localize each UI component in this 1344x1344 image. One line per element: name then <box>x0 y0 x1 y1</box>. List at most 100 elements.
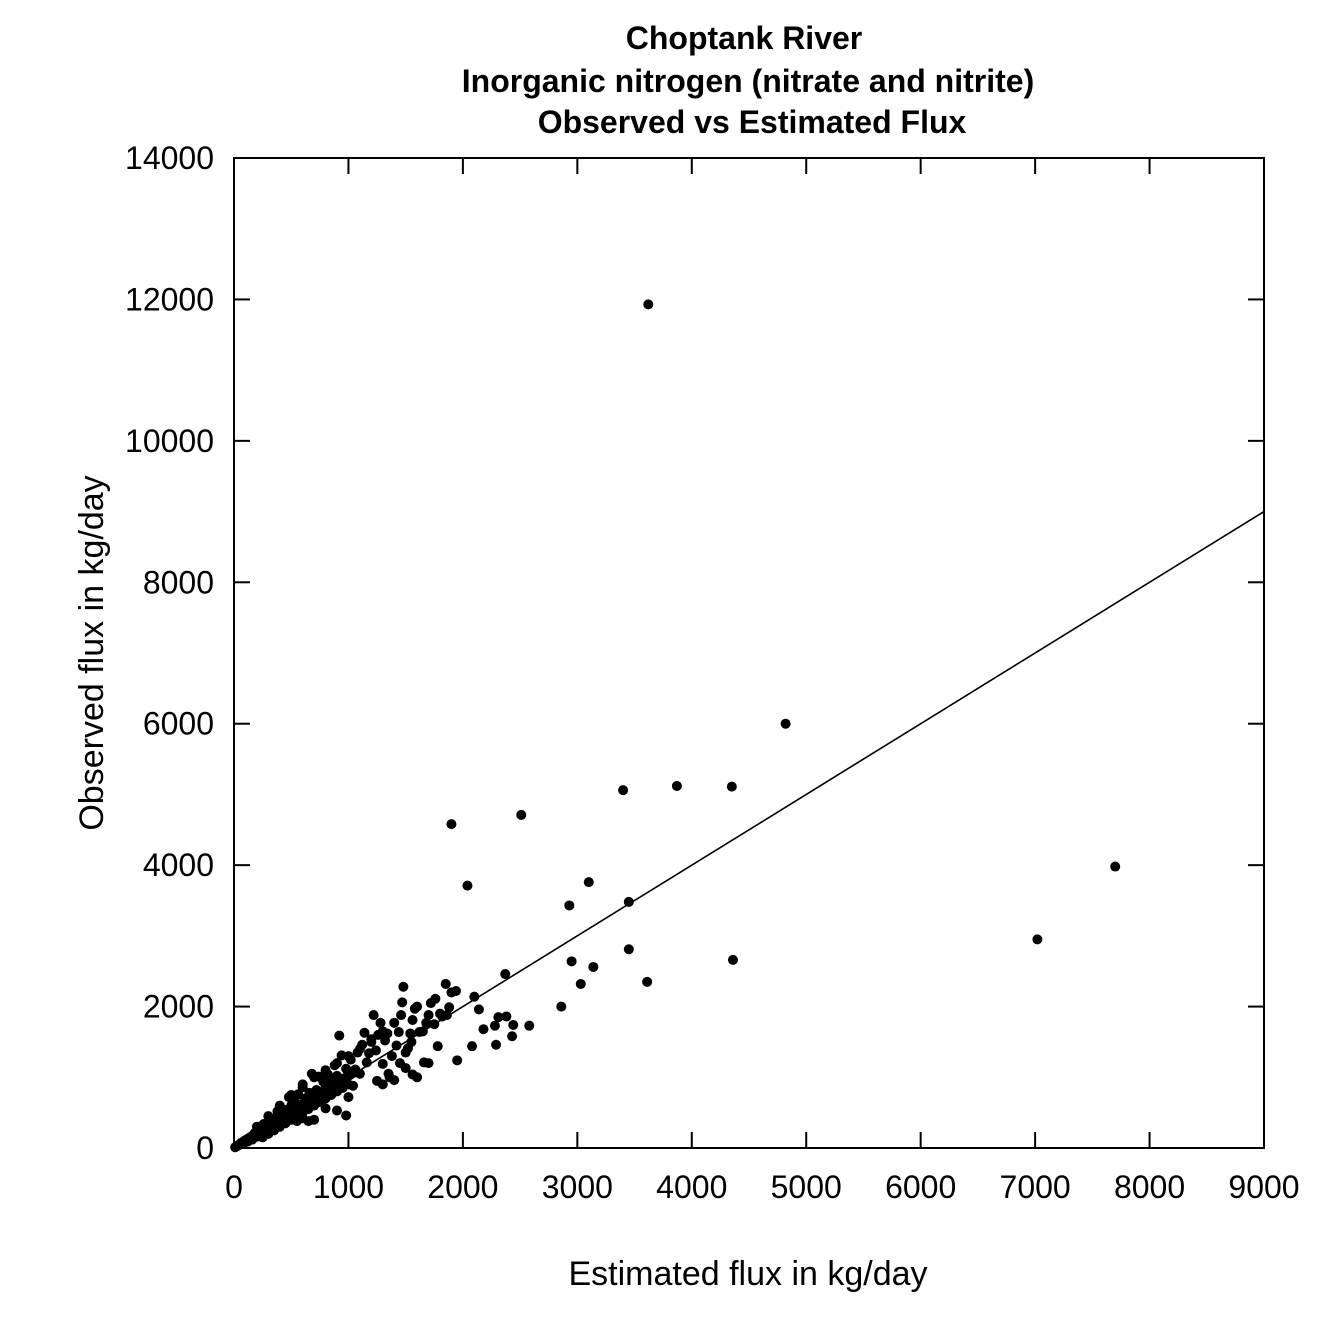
data-point <box>425 998 436 1009</box>
data-point <box>618 785 629 796</box>
x-tick-label: 4000 <box>656 1169 727 1205</box>
data-point <box>432 1041 443 1052</box>
y-tick-label: 10000 <box>125 423 214 459</box>
data-point <box>446 819 457 830</box>
data-point <box>394 1058 405 1069</box>
data-point <box>251 1121 262 1132</box>
data-point <box>440 978 451 989</box>
data-point <box>341 1110 352 1121</box>
data-point <box>462 880 473 891</box>
data-point <box>398 981 409 992</box>
data-point <box>343 1092 354 1103</box>
x-tick-label: 2000 <box>427 1169 498 1205</box>
data-point <box>397 997 408 1008</box>
data-point <box>423 1010 434 1021</box>
data-point <box>727 954 738 965</box>
plot-frame <box>233 157 1265 1149</box>
chart-title: Choptank River Inorganic nitrogen (nitra… <box>462 20 1034 140</box>
data-point <box>359 1027 370 1038</box>
data-point <box>493 1012 504 1023</box>
data-point <box>583 877 594 888</box>
data-point <box>383 1068 394 1079</box>
data-point <box>391 1040 402 1051</box>
data-point <box>349 1067 360 1078</box>
data-point <box>556 1001 567 1012</box>
data-point <box>478 1024 489 1035</box>
data-point <box>507 1031 518 1042</box>
data-point <box>368 1010 379 1021</box>
y-tick-label: 12000 <box>125 281 214 317</box>
x-tick-label: 7000 <box>1000 1169 1071 1205</box>
x-axis: 0 1000 2000 3000 4000 5000 6000 7000 8000 9000 <box>225 158 1300 1205</box>
data-point <box>446 987 457 998</box>
reference-line <box>233 510 1265 1149</box>
data-point <box>671 780 682 791</box>
data-point <box>423 1058 434 1069</box>
data-point <box>508 1019 519 1030</box>
data-point <box>361 1057 372 1068</box>
title-line: Inorganic nitrogen (nitrate and nitrite) <box>462 63 1034 99</box>
data-point <box>407 1015 418 1026</box>
data-point <box>389 1017 400 1028</box>
data-point <box>372 1075 383 1086</box>
data-point <box>1110 861 1121 872</box>
data-point <box>429 1019 440 1030</box>
data-point <box>623 896 634 907</box>
x-tick-label: 6000 <box>885 1169 956 1205</box>
data-point <box>366 1036 377 1047</box>
data-point <box>726 781 737 792</box>
data-point <box>274 1100 285 1111</box>
data-point <box>421 1017 432 1028</box>
data-point <box>386 1051 397 1062</box>
y-axis: 0 2000 4000 6000 8000 10000 12000 14000 <box>125 140 1264 1166</box>
data-point <box>396 1010 407 1021</box>
data-point <box>320 1103 331 1114</box>
data-point <box>642 976 653 987</box>
data-point <box>375 1017 386 1028</box>
y-tick-label: 0 <box>196 1130 214 1166</box>
y-axis-label: Observed flux in kg/day <box>73 475 111 830</box>
data-point <box>473 1004 484 1015</box>
data-point <box>469 991 480 1002</box>
data-point <box>354 1044 365 1054</box>
data-point <box>291 1116 302 1127</box>
data-point <box>343 1079 354 1090</box>
data-point <box>309 1072 320 1083</box>
x-axis-label: Estimated flux in kg/day <box>568 1255 927 1293</box>
data-point <box>405 1028 416 1039</box>
y-tick-label: 4000 <box>143 847 214 883</box>
data-point <box>377 1058 388 1069</box>
data-point <box>417 1026 428 1037</box>
data-point <box>564 900 575 911</box>
data-point <box>263 1111 274 1122</box>
y-tick-label: 2000 <box>143 989 214 1025</box>
data-point <box>286 1089 297 1100</box>
data-point <box>501 1011 512 1022</box>
data-point <box>500 969 511 980</box>
data-point <box>389 1075 400 1086</box>
data-point <box>435 1008 445 1019</box>
data-point <box>343 1051 354 1062</box>
data-point <box>409 1003 420 1014</box>
data-point <box>400 1047 411 1058</box>
data-point <box>320 1065 331 1076</box>
data-point <box>516 809 527 820</box>
x-tick-label: 8000 <box>1114 1169 1185 1205</box>
data-point <box>780 718 791 729</box>
data-point <box>380 1035 391 1046</box>
x-tick-label: 0 <box>225 1169 243 1205</box>
x-tick-label: 9000 <box>1228 1169 1299 1205</box>
data-point <box>524 1020 535 1031</box>
y-tick-label: 14000 <box>125 140 214 176</box>
data-point <box>452 1055 463 1066</box>
data-point <box>467 1041 478 1052</box>
y-tick-label: 6000 <box>143 706 214 742</box>
data-point <box>1032 934 1043 945</box>
data-point <box>643 299 654 310</box>
data-point <box>623 944 634 955</box>
title-line: Observed vs Estimated Flux <box>538 104 967 140</box>
data-point <box>575 978 586 989</box>
reference-line-group <box>233 510 1265 1149</box>
